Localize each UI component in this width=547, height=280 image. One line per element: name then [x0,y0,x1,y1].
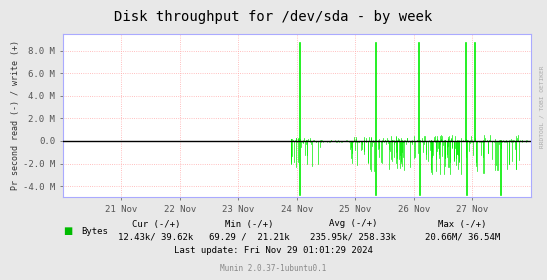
Text: Max (-/+): Max (-/+) [438,220,486,228]
Text: Cur (-/+): Cur (-/+) [132,220,180,228]
Text: 69.29 /  21.21k: 69.29 / 21.21k [208,232,289,241]
Text: 235.95k/ 258.33k: 235.95k/ 258.33k [310,232,396,241]
Text: ■: ■ [63,226,72,236]
Text: Last update: Fri Nov 29 01:01:29 2024: Last update: Fri Nov 29 01:01:29 2024 [174,246,373,255]
Text: Disk throughput for /dev/sda - by week: Disk throughput for /dev/sda - by week [114,10,433,24]
Text: 12.43k/ 39.62k: 12.43k/ 39.62k [118,232,194,241]
Text: RRDTOOL / TOBI OETIKER: RRDTOOL / TOBI OETIKER [539,65,544,148]
Y-axis label: Pr second read (-) / write (+): Pr second read (-) / write (+) [11,41,20,190]
Text: Avg (-/+): Avg (-/+) [329,220,377,228]
Text: Bytes: Bytes [81,227,108,235]
Text: Min (-/+): Min (-/+) [225,220,273,228]
Text: 20.66M/ 36.54M: 20.66M/ 36.54M [424,232,500,241]
Text: Munin 2.0.37-1ubuntu0.1: Munin 2.0.37-1ubuntu0.1 [220,264,327,273]
